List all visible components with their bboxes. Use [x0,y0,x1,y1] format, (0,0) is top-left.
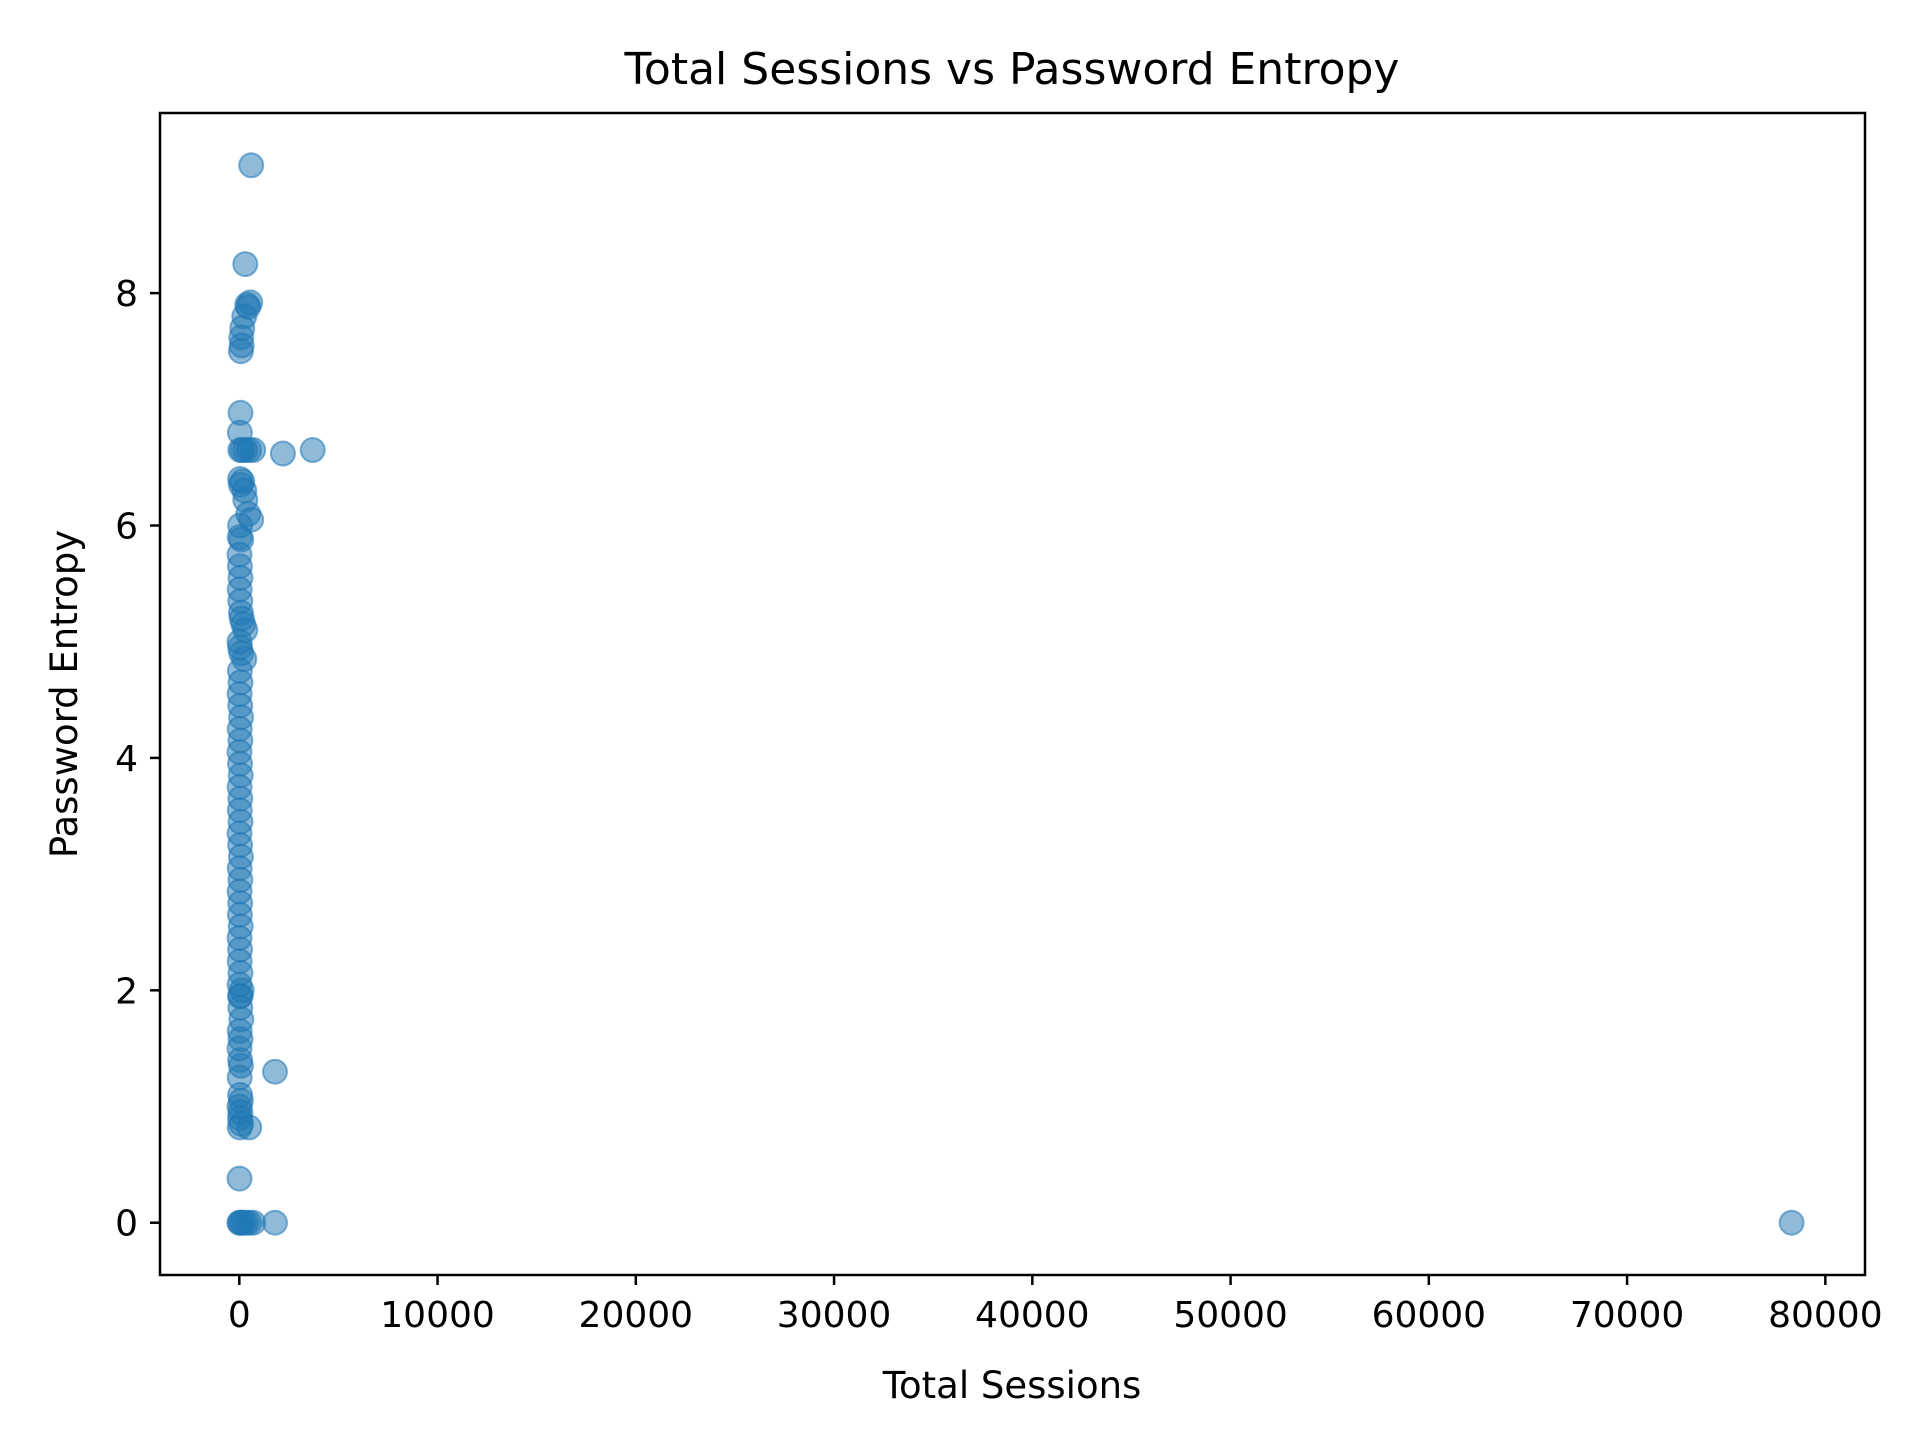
data-point [262,1058,288,1085]
data-point [226,1114,253,1141]
data-point [226,1165,253,1192]
x-tick-label: 70000 [1570,1295,1685,1336]
x-tick-label: 10000 [380,1295,495,1336]
x-tick-label: 50000 [1173,1295,1288,1336]
data-point [269,440,296,467]
x-axis: 0 10000 20000 30000 40000 50000 60000 70000 8000… [228,1275,1883,1336]
y-tick-label: 0 [115,1204,138,1245]
data-point [240,1209,267,1236]
data-point [299,437,326,463]
y-tick-label: 6 [115,507,138,548]
chart-title: Total Sessions vs Password Entropy [624,44,1400,95]
data-point [238,152,265,179]
x-tick-label: 40000 [975,1295,1090,1336]
data-point [1778,1209,1805,1236]
y-tick-label: 4 [115,739,138,780]
data-point [240,437,267,463]
y-axis-label: Password Entropy [43,530,86,858]
x-tick-label: 80000 [1768,1295,1883,1336]
x-tick-label: 0 [228,1295,251,1336]
data-point [232,251,259,278]
x-axis-label: Total Sessions [882,1364,1142,1407]
y-tick-label: 2 [115,971,138,1012]
points-layer [226,152,1805,1236]
y-axis: 0 2 4 6 8 [115,274,160,1245]
data-point [228,332,255,359]
data-point [262,1209,288,1236]
plot-frame [158,111,1867,1277]
x-tick-label: 30000 [777,1295,892,1336]
x-tick-label: 20000 [579,1295,694,1336]
x-tick-label: 60000 [1372,1295,1487,1336]
y-tick-label: 8 [115,274,138,315]
